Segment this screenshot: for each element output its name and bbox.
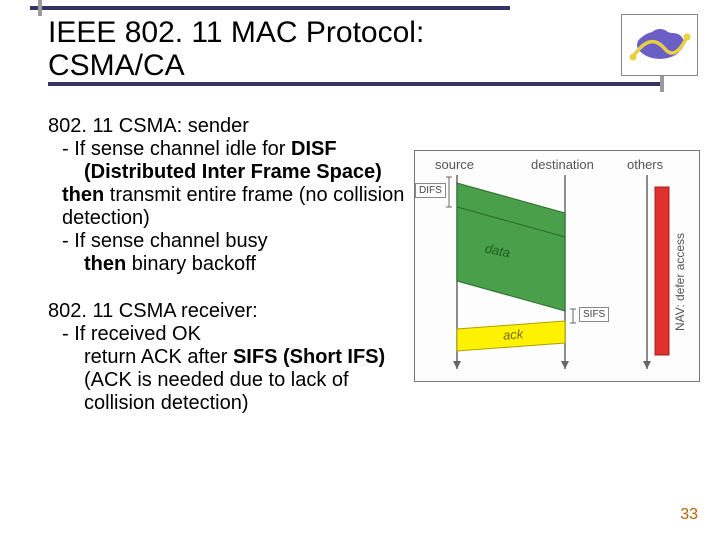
title-tick-bottom	[660, 76, 664, 92]
receiver-heading: 802. 11 CSMA receiver:	[48, 300, 408, 323]
receiver-block: 802. 11 CSMA receiver: - If received OK …	[48, 300, 408, 415]
sender-line5: then binary backoff	[48, 253, 408, 276]
label-difs: DIFS	[415, 183, 446, 198]
label-destination: destination	[531, 157, 594, 172]
title-rule-bottom	[48, 82, 663, 86]
label-others: others	[627, 157, 663, 172]
label-ack: ack	[503, 326, 524, 342]
logo-icon	[621, 14, 698, 76]
timing-diagram: source destination others DIFS SIFS data…	[414, 150, 700, 382]
sender-line2: (Distributed Inter Frame Space)	[48, 161, 408, 184]
content-text: 802. 11 CSMA: sender - If sense channel …	[48, 115, 408, 439]
title-area: IEEE 802. 11 MAC Protocol: CSMA/CA	[48, 10, 478, 82]
label-source: source	[435, 157, 474, 172]
sender-block: 802. 11 CSMA: sender - If sense channel …	[48, 115, 408, 276]
slide: IEEE 802. 11 MAC Protocol: CSMA/CA 802. …	[0, 0, 720, 540]
receiver-line1: - If received OK	[48, 323, 408, 346]
receiver-line2: return ACK after SIFS (Short IFS)	[48, 346, 408, 369]
receiver-line3: (ACK is needed due to lack of collision …	[48, 369, 408, 415]
sender-heading: 802. 11 CSMA: sender	[48, 115, 408, 138]
sender-line4: - If sense channel busy	[48, 230, 408, 253]
title-tick-top	[38, 0, 42, 16]
label-sifs: SIFS	[579, 307, 609, 322]
sender-line3: then transmit entire frame (no collision…	[48, 184, 408, 230]
page-number: 33	[680, 506, 698, 524]
slide-title: IEEE 802. 11 MAC Protocol: CSMA/CA	[48, 16, 478, 82]
sender-line1: - If sense channel idle for DISF	[48, 138, 408, 161]
label-nav: NAV: defer access	[673, 233, 687, 331]
